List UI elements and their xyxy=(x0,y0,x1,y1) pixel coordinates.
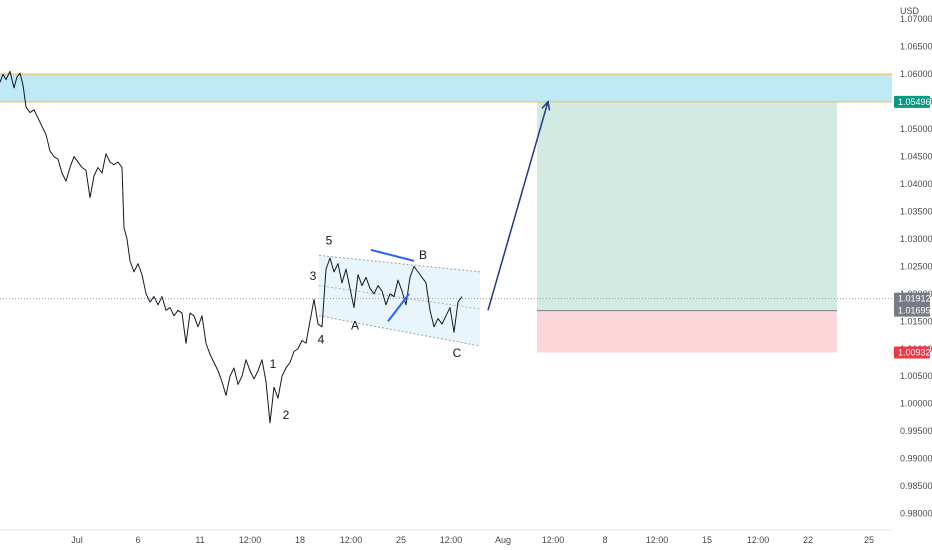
price-badge xyxy=(894,346,930,359)
price-axis-tick: 1.07000 xyxy=(900,14,932,24)
price-series-line[interactable] xyxy=(0,70,463,424)
price-axis-tick: 1.06000 xyxy=(900,69,932,79)
time-axis-tick: 25 xyxy=(864,535,874,545)
time-axis-tick: 12:00 xyxy=(542,535,565,545)
projection-arrow-head xyxy=(541,99,551,111)
time-axis-tick: 6 xyxy=(135,535,140,545)
plot-area: 1 2 3 4 5 A B C xyxy=(0,70,892,424)
price-axis-tick: 1.03500 xyxy=(900,206,932,216)
price-axis-tick: 1.05000 xyxy=(900,124,932,134)
time-axis-tick: Jul xyxy=(71,535,83,545)
price-axis-tick: 1.06500 xyxy=(900,42,932,52)
wave-label-3: 3 xyxy=(310,269,317,283)
time-axis-tick: 22 xyxy=(803,535,813,545)
wave-label-b: B xyxy=(419,248,427,262)
channel-upper-line[interactable] xyxy=(318,254,481,273)
time-axis-tick: 11 xyxy=(195,535,204,545)
time-axis-tick: 18 xyxy=(295,535,305,545)
wave-label-2: 2 xyxy=(283,408,290,422)
price-axis-currency: USD xyxy=(900,6,920,16)
time-axis-tick: 8 xyxy=(602,535,607,545)
time-axis-tick: 25 xyxy=(396,535,406,545)
price-axis-tick: 1.01500 xyxy=(900,316,932,326)
wave-label-4: 4 xyxy=(318,332,325,346)
price-axis[interactable]: USD1.070001.065001.060001.055001.050001.… xyxy=(892,0,932,550)
price-badge-label: 1.01912 xyxy=(898,294,931,304)
price-badge-label: 1.00932 xyxy=(898,347,931,357)
time-axis-tick: 12:00 xyxy=(239,535,262,545)
price-axis-tick: 0.99000 xyxy=(900,454,932,464)
price-badge-label: 1.01695 xyxy=(898,306,931,316)
profit-zone[interactable] xyxy=(537,101,837,311)
price-axis-tick: 1.00000 xyxy=(900,399,932,409)
resistance-zone[interactable] xyxy=(0,74,892,102)
price-axis-tick: 1.00500 xyxy=(900,371,932,381)
price-axis-background xyxy=(892,0,932,550)
price-axis-tick: 0.99500 xyxy=(900,426,932,436)
channel-lower-line[interactable] xyxy=(318,315,481,347)
time-axis-tick: Aug xyxy=(495,535,511,545)
projection-arrow-shaft[interactable] xyxy=(487,101,549,311)
price-badge-label: 1.05496 xyxy=(898,97,931,107)
price-axis-tick: 0.98500 xyxy=(900,481,932,491)
wave-label-a: A xyxy=(351,319,359,333)
wave-label-5: 5 xyxy=(326,233,333,247)
wave-line-1[interactable] xyxy=(370,248,415,262)
wave-label-1: 1 xyxy=(270,357,277,371)
price-axis-tick: 1.04500 xyxy=(900,152,932,162)
price-badge xyxy=(894,304,930,317)
time-axis-tick: 12:00 xyxy=(440,535,463,545)
channel-mid-line xyxy=(318,285,481,310)
time-axis-tick: 15 xyxy=(702,535,712,545)
price-axis-tick: 1.03000 xyxy=(900,234,932,244)
wave-line-2[interactable] xyxy=(387,293,410,322)
wave-label-c: C xyxy=(453,346,462,360)
price-axis-tick: 0.98000 xyxy=(900,509,932,519)
time-axis-tick: 12:00 xyxy=(747,535,770,545)
time-axis[interactable]: Jul 6 11 12:00 18 12:00 25 12:00 Aug 12:00 8 12:00 1… xyxy=(0,529,892,545)
price-axis-tick: 1.02500 xyxy=(900,261,932,271)
time-axis-tick: 12:00 xyxy=(646,535,669,545)
price-badge xyxy=(894,95,930,108)
loss-zone[interactable] xyxy=(537,310,837,353)
price-axis-tick: 1.04000 xyxy=(900,179,932,189)
time-axis-tick: 12:00 xyxy=(340,535,363,545)
